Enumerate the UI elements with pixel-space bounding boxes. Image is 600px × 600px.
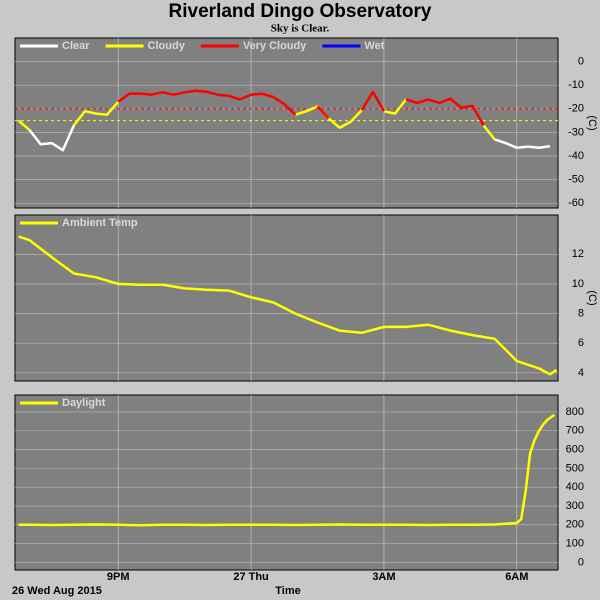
plot-area — [18, 413, 556, 527]
y-tick-label: 600 — [566, 443, 584, 455]
y-tick-label: -30 — [568, 126, 584, 138]
x-tick-label: 3AM — [372, 571, 395, 583]
y-tick-label: 100 — [566, 538, 584, 550]
plot-area — [17, 89, 551, 152]
y-tick-label: 4 — [578, 367, 584, 379]
y-tick-label: -20 — [568, 103, 584, 115]
legend-label: Cloudy — [148, 40, 186, 52]
y-tick-label: -50 — [568, 174, 584, 186]
legend-label: Daylight — [62, 397, 106, 409]
y-tick-label: 300 — [566, 500, 584, 512]
plot-area — [18, 235, 558, 376]
legend-label: Very Cloudy — [243, 40, 307, 52]
y-tick-label: 800 — [566, 406, 584, 418]
y-tick-label: 6 — [578, 337, 584, 349]
y-tick-label: -40 — [568, 150, 584, 162]
series-line — [18, 235, 558, 376]
chart-subtitle: Sky is Clear. — [271, 23, 330, 35]
legend-label: Clear — [62, 40, 90, 52]
panel — [14, 37, 559, 209]
date-label: 26 Wed Aug 2015 — [12, 585, 102, 597]
y-axis-label: (C) — [586, 290, 598, 305]
y-tick-label: 12 — [572, 248, 584, 260]
legend-label: Wet — [364, 40, 384, 52]
chart-title: Riverland Dingo Observatory — [169, 1, 432, 22]
y-axis-label: (C) — [586, 115, 598, 130]
y-tick-label: 500 — [566, 462, 584, 474]
panel — [14, 394, 559, 571]
y-tick-label: 8 — [578, 307, 584, 319]
y-tick-label: -10 — [568, 79, 584, 91]
panel — [14, 214, 559, 382]
x-tick-label: 6AM — [505, 571, 528, 583]
y-tick-label: 200 — [566, 519, 584, 531]
x-tick-label: 9PM — [107, 571, 130, 583]
y-tick-label: 0 — [578, 556, 584, 568]
y-tick-label: 400 — [566, 481, 584, 493]
x-tick-label: 27 Thu — [233, 571, 268, 583]
y-tick-label: 10 — [572, 278, 584, 290]
x-axis-label: Time — [275, 585, 300, 597]
y-tick-label: -60 — [568, 197, 584, 209]
series-line — [18, 413, 556, 527]
series-line — [117, 89, 485, 127]
y-tick-label: 0 — [578, 56, 584, 68]
legend-label: Ambient Temp — [62, 217, 138, 229]
y-tick-label: 700 — [566, 425, 584, 437]
